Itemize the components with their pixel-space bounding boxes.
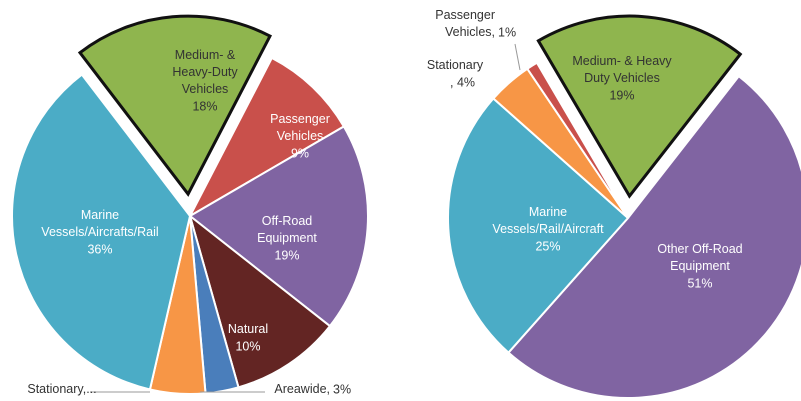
slice-label: Stationary,...: [27, 382, 96, 396]
value-label: 19%: [274, 248, 299, 262]
leader-line: [514, 43, 521, 71]
pie-slice: [77, 14, 273, 197]
value-label: 1%: [498, 25, 516, 39]
value-label: 18%: [192, 99, 217, 113]
value-label: 10%: [235, 339, 260, 353]
slice-label: Marine Vessels/Rail/Aircraft: [492, 205, 604, 236]
pie-slice: [188, 125, 369, 328]
pie-slice: [536, 14, 743, 199]
slice-label: Marine Vessels/Aircrafts/Rail: [41, 208, 158, 239]
slice-label: Natural: [228, 322, 268, 336]
value-label: , 4%: [450, 75, 475, 89]
value-label: 51%: [687, 276, 712, 290]
slice-label: Medium- & Heavy Duty Vehicles: [572, 54, 672, 85]
pie-slice: [11, 73, 192, 391]
pie-slice: [188, 213, 332, 389]
slice-label: Passenger Vehicles,: [435, 8, 495, 39]
slice-label: Passenger Vehicles: [270, 112, 330, 143]
value-label: 36%: [87, 242, 112, 256]
slice-label: Stationary: [427, 58, 484, 72]
slice-label: Off-Road Equipment: [257, 214, 317, 245]
value-label: 9%: [291, 146, 309, 160]
pie-slice: [525, 61, 629, 219]
value-label: 19%: [609, 88, 634, 102]
slice-label: Medium- & Heavy-Duty Vehicles: [172, 48, 238, 96]
value-label: 25%: [535, 239, 560, 253]
slice-label: Other Off-Road Equipment: [657, 242, 742, 273]
pie-slice: [187, 56, 346, 219]
value-label: 3%: [333, 382, 351, 396]
slice-label: Areawide,: [274, 382, 330, 396]
pie-slice: [447, 97, 630, 355]
pie-slice: [507, 74, 801, 399]
